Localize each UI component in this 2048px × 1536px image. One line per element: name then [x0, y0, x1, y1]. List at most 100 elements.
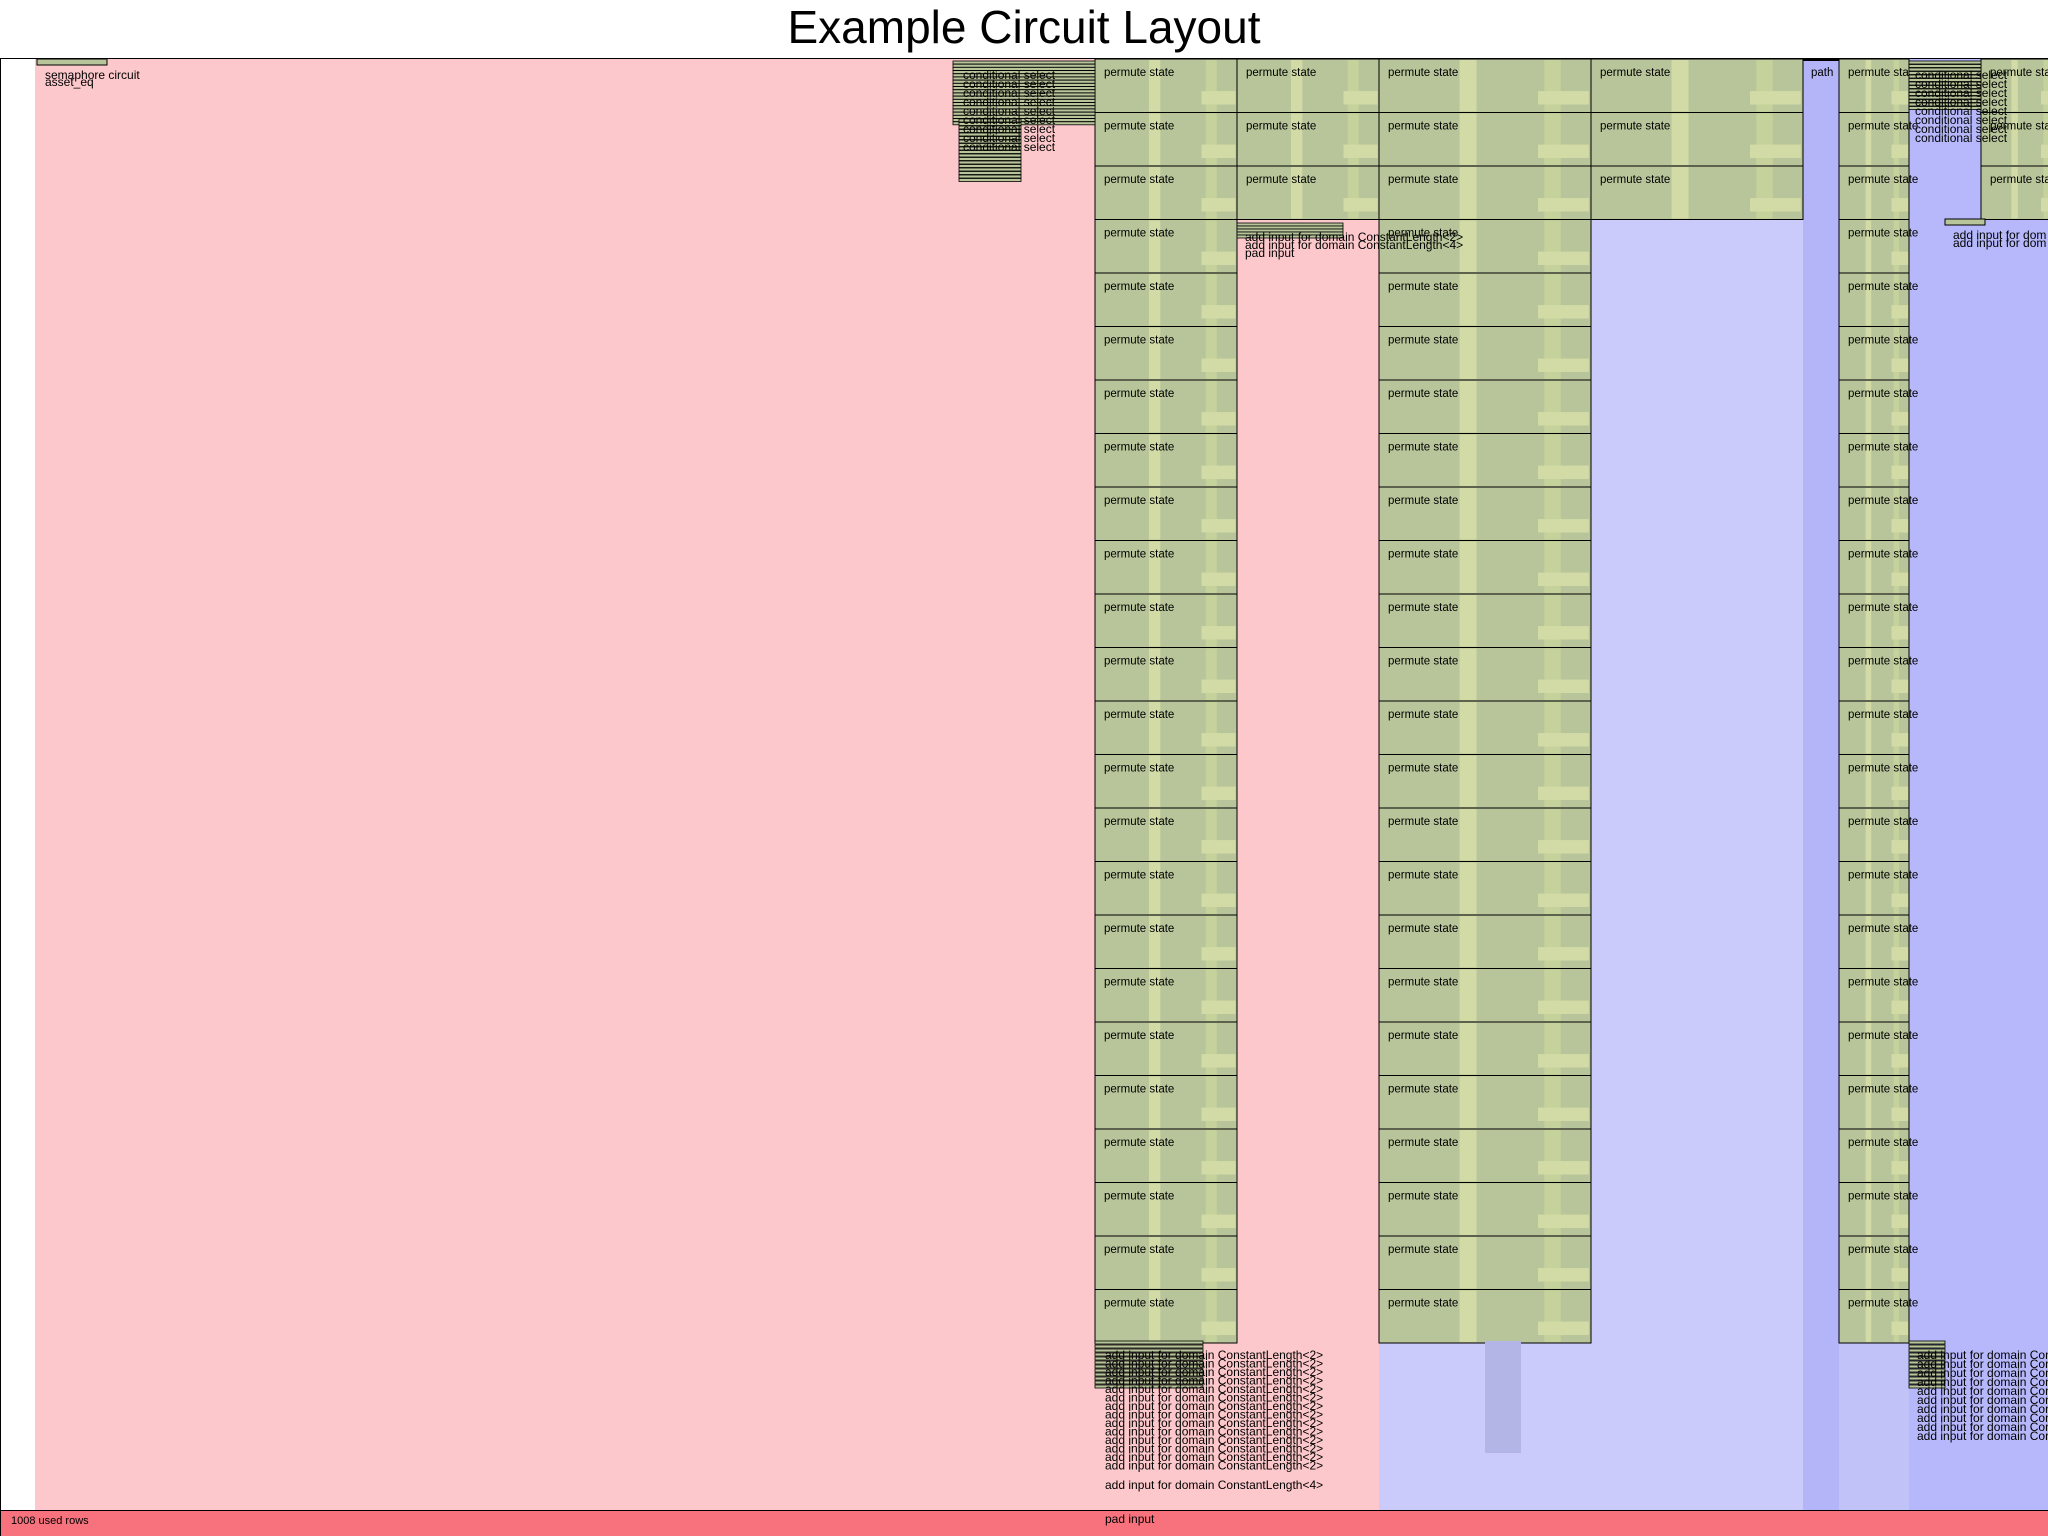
permute-state-c1-r18-label: permute state	[1104, 1030, 1174, 1042]
permute-state-c3-r5-label: permute state	[1388, 335, 1458, 347]
permute-state-c5-r10-stripe-a	[1865, 595, 1872, 647]
add-input-c5-box-8	[1908, 1372, 1946, 1377]
permute-state-c1-r23-label: permute state	[1104, 1298, 1174, 1310]
stack-b-box-6	[1908, 81, 1982, 86]
stack-a2-box-6	[958, 139, 1022, 144]
used-rows-bar	[1, 1511, 2048, 1536]
permute-state-c3-r1-label: permute state	[1388, 121, 1458, 133]
add-input-c5-box-3	[1908, 1352, 1946, 1357]
permute-state-c1-r22-stripe-c	[1201, 1268, 1236, 1282]
permute-state-c3-r6-stripe-a	[1459, 381, 1477, 433]
add-input-c1-box-7	[1094, 1368, 1204, 1373]
stack-a-label-7: conditional select	[963, 131, 1056, 145]
permute-state-c3-r17-label: permute state	[1388, 977, 1458, 989]
add-input-c1-box-9	[1094, 1376, 1204, 1381]
permute-state-c3-r3-stripe-a	[1459, 220, 1477, 272]
permute-state-c5-r16-stripe-c	[1891, 947, 1909, 961]
permute-state-c1-r15-label: permute state	[1104, 870, 1174, 882]
permute-state-c5-r12-stripe-a	[1865, 702, 1872, 754]
stack-b-box-1	[1908, 64, 1982, 68]
add-input-right-label-0: add input for dom	[1953, 228, 2046, 242]
permute-state-c5-r20-stripe-c	[1891, 1161, 1909, 1175]
permute-state-c5-r21-stripe-c	[1891, 1214, 1909, 1228]
add-input-c5-label-1: add input for domain ConstantLength<2>	[1917, 1357, 2048, 1371]
permute-state-c5-r0-stripe-c	[1891, 91, 1909, 105]
permute-state-c5-r6-stripe-c	[1891, 412, 1909, 426]
permute-state-c3-r6-stripe-c	[1538, 412, 1589, 426]
permute-state-c3-r22-label: permute state	[1388, 1244, 1458, 1256]
permute-state-c1-r13-stripe-a	[1148, 755, 1161, 807]
permute-state-c5-r6-stripe-b	[1893, 381, 1899, 433]
permute-state-c3-r2-label: permute state	[1388, 174, 1458, 186]
permute-state-c3-r20-stripe-a	[1459, 1130, 1477, 1182]
stack-b-box-5	[1908, 78, 1982, 82]
add-input-c1-pad: pad input	[1105, 1512, 1155, 1526]
stack-a2-box-8	[958, 146, 1022, 151]
permute-state-c3-r18-stripe-c	[1538, 1054, 1589, 1068]
stack-b-box-7	[1908, 85, 1982, 89]
permute-state-c5-r5-label: permute state	[1848, 335, 1918, 347]
permute-state-c4-r0-stripe-c	[1750, 91, 1801, 105]
permute-state-c1-r7-stripe-b	[1205, 434, 1217, 486]
permute-state-c3-r4-stripe-a	[1459, 274, 1477, 326]
permute-state-c1-r12-label: permute state	[1104, 709, 1174, 721]
permute-state-c1-r16-stripe-c	[1201, 947, 1236, 961]
permute-state-c1-r5-label: permute state	[1104, 335, 1174, 347]
permute-state-c5-r23-stripe-b	[1893, 1290, 1899, 1342]
permute-state-c1-r13-label: permute state	[1104, 763, 1174, 775]
permute-state-c6-r1-label: permute sta	[1990, 121, 2048, 133]
add-input-c5-label-7: add input for domain ConstantLength<2>	[1917, 1411, 2048, 1425]
add-input-c5-label-5: add input for domain ConstantLength<2>	[1917, 1393, 2048, 1407]
permute-state-c1-r2-stripe-b	[1205, 167, 1217, 219]
permute-state-c5-r8-stripe-c	[1891, 519, 1909, 533]
add-input-c2-box-0	[1236, 222, 1344, 227]
permute-state-c3-r19-stripe-c	[1538, 1107, 1589, 1121]
permute-state-c3-r9-label: permute state	[1388, 549, 1458, 561]
permute-state-c3-r12-label: permute state	[1388, 709, 1458, 721]
add-input-c1-label-4: add input for domain ConstantLength<4>	[1105, 1478, 1323, 1492]
permute-state-c5-r5-stripe-a	[1865, 327, 1872, 379]
permute-state-c1-r11-stripe-a	[1148, 648, 1161, 700]
add-input-c1-label-10: add input for domain ConstantLength<2>	[1105, 1433, 1323, 1447]
permute-state-c6-r0-stripe-c	[2041, 91, 2048, 105]
add-input-c1-label-4: add input for domain ConstantLength<2>	[1105, 1382, 1323, 1396]
permute-state-c1-r21-stripe-a	[1148, 1183, 1161, 1235]
permute-state-c1-r10-stripe-a	[1148, 595, 1161, 647]
asset-eq-label: asset_eq	[45, 75, 94, 89]
permute-state-c3-r21-stripe-a	[1459, 1183, 1477, 1235]
permute-state-c1-r4-stripe-c	[1201, 305, 1236, 319]
permute-state-c1-r14-label: permute state	[1104, 816, 1174, 828]
permute-state-c3-r20-label: permute state	[1388, 1137, 1458, 1149]
permute-state-c1-r2-stripe-a	[1148, 167, 1161, 219]
permute-state-c3-r17-stripe-c	[1538, 1000, 1589, 1014]
permute-state-c3-r19-label: permute state	[1388, 1084, 1458, 1096]
permute-state-c1-r14-stripe-b	[1205, 809, 1217, 861]
stack-b-box-10	[1908, 95, 1982, 100]
permute-state-c5-r20-stripe-b	[1893, 1130, 1899, 1182]
permute-state-c1-r16-stripe-b	[1205, 916, 1217, 968]
stack-b-label-7: conditional select	[1915, 131, 2008, 145]
permute-state-c5-r22-stripe-a	[1865, 1237, 1872, 1289]
permute-state-c5-r5-stripe-b	[1893, 327, 1899, 379]
add-input-c1-label-7: add input for domain ConstantLength<2>	[1105, 1408, 1323, 1422]
stack-b-label-5: conditional select	[1915, 113, 2008, 127]
permute-state-c2-r0-label: permute state	[1246, 67, 1316, 79]
permute-state-c1-r9-stripe-c	[1201, 572, 1236, 586]
permute-state-c3-r10-stripe-c	[1538, 626, 1589, 640]
permute-state-c3-r12-stripe-a	[1459, 702, 1477, 754]
add-input-c1-box-3	[1094, 1352, 1204, 1357]
permute-state-c5-r13-stripe-c	[1891, 786, 1909, 800]
permute-state-c5-r0-stripe-b	[1893, 60, 1899, 112]
permute-state-c5-r17-label: permute state	[1848, 977, 1918, 989]
stack-b-label-1: conditional select	[1915, 77, 2008, 91]
permute-state-c3-r8-stripe-a	[1459, 488, 1477, 540]
permute-state-c4-r2-label: permute state	[1600, 174, 1670, 186]
stack-b-box-9	[1908, 92, 1982, 96]
permute-state-c1-r9-label: permute state	[1104, 549, 1174, 561]
permute-state-c3-r21-stripe-c	[1538, 1214, 1589, 1228]
permute-state-c1-r23-stripe-c	[1201, 1321, 1236, 1335]
add-input-c1-box-5	[1094, 1360, 1204, 1365]
permute-state-c6-r0-stripe-b	[2043, 60, 2048, 112]
permute-state-c1-r15-stripe-c	[1201, 893, 1236, 907]
stack-a2-box-4	[958, 132, 1022, 137]
